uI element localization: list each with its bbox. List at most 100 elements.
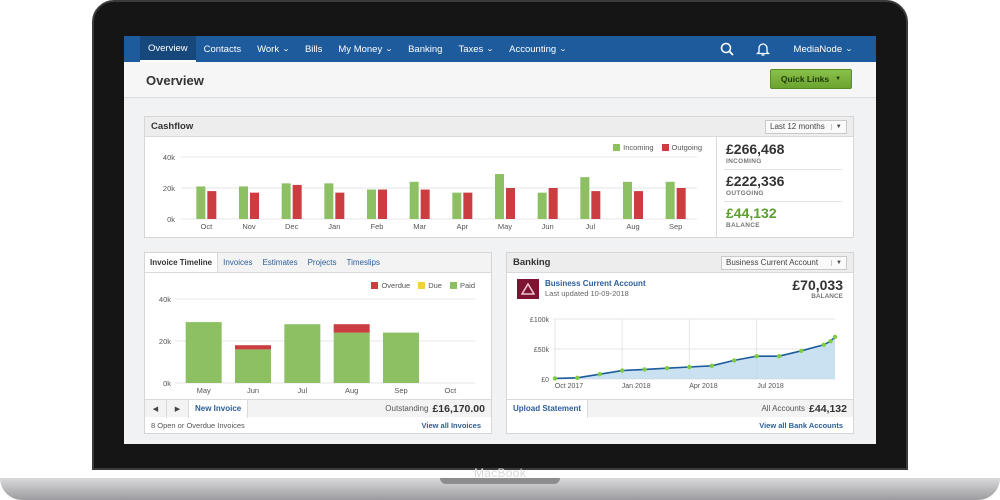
bar-incoming[interactable] <box>281 183 291 219</box>
account-menu[interactable]: MediaNode ⌄ <box>786 36 860 62</box>
bar-overdue[interactable] <box>333 324 370 333</box>
balance-point[interactable] <box>821 342 826 347</box>
nav-item-overview[interactable]: Overview <box>140 36 196 62</box>
bar-outgoing[interactable] <box>292 184 302 219</box>
balance-point[interactable] <box>709 363 714 368</box>
bar-paid[interactable] <box>284 324 321 383</box>
period-select-value: Last 12 months <box>770 122 825 131</box>
bar-incoming[interactable] <box>623 181 632 219</box>
balance-point[interactable] <box>776 354 782 359</box>
balance-point[interactable] <box>687 364 692 370</box>
nav-item-bills[interactable]: Bills <box>297 36 330 62</box>
bar-incoming[interactable] <box>495 174 504 219</box>
bar-outgoing[interactable] <box>676 188 686 219</box>
bar-incoming[interactable] <box>367 189 376 219</box>
nav-item-label: Work <box>257 43 280 55</box>
quick-links-button[interactable]: Quick Links ▼ <box>770 69 852 89</box>
nav-item-banking[interactable]: Banking <box>400 36 450 62</box>
nav-item-label: Contacts <box>203 43 242 55</box>
bar-paid[interactable] <box>333 332 370 383</box>
tab-invoice-timeline[interactable]: Invoice Timeline <box>145 253 219 272</box>
outgoing-value: £222,336 <box>726 173 785 189</box>
bar-outgoing[interactable] <box>463 192 473 219</box>
bar-overdue[interactable] <box>235 345 271 350</box>
nav-item-contacts[interactable]: Contacts <box>196 36 250 62</box>
balance-point[interactable] <box>754 354 759 359</box>
incoming-value: £266,468 <box>726 141 785 157</box>
nav-item-taxes[interactable]: Taxes ⌄ <box>450 36 501 62</box>
nav-item-work[interactable]: Work ⌄ <box>249 36 297 62</box>
bar-incoming[interactable] <box>537 192 547 219</box>
bar-outgoing[interactable] <box>506 188 515 219</box>
x-tick-label: Aug <box>626 222 639 231</box>
nav-item-accounting[interactable]: Accounting ⌄ <box>501 36 574 62</box>
bar-outgoing[interactable] <box>591 191 601 219</box>
account-select-value: Business Current Account <box>726 258 819 267</box>
bar-incoming[interactable] <box>409 181 419 219</box>
caret-down-icon: ▼ <box>831 259 842 266</box>
tab-estimates[interactable]: Estimates <box>262 258 298 267</box>
balance-point[interactable] <box>828 339 833 344</box>
bell-icon[interactable] <box>748 36 778 62</box>
bar-outgoing[interactable] <box>634 191 643 219</box>
balance-point[interactable] <box>642 367 647 372</box>
account-select[interactable]: Business Current Account ▼ <box>721 255 847 270</box>
account-label: MediaNode <box>793 43 843 55</box>
outstanding-label: Outstanding <box>385 404 429 413</box>
prev-icon[interactable]: ◀ <box>145 399 167 418</box>
x-tick-label: Sep <box>394 386 407 395</box>
chevron-down-icon: ⌄ <box>486 46 495 53</box>
bar-incoming[interactable] <box>196 186 206 219</box>
bar-incoming[interactable] <box>239 186 248 219</box>
balance-point[interactable] <box>597 372 602 377</box>
all-accounts-summary: All Accounts £44,132 <box>761 403 847 415</box>
balance-point[interactable] <box>664 366 670 371</box>
cashflow-panel: Cashflow Last 12 months ▼ Incoming Outgo… <box>144 116 854 238</box>
bar-outgoing[interactable] <box>207 191 217 219</box>
bar-incoming[interactable] <box>324 183 334 219</box>
balance-point[interactable] <box>620 368 625 373</box>
outgoing-stat: £222,336 OUTGOING <box>726 173 784 197</box>
balance-point[interactable] <box>552 376 558 381</box>
next-icon[interactable]: ▶ <box>167 399 189 418</box>
cashflow-stats: £266,468 INCOMING £222,336 OUTGOING £44,… <box>718 137 853 237</box>
bar-paid[interactable] <box>383 332 419 383</box>
bar-outgoing[interactable] <box>335 192 345 219</box>
outstanding-value: £16,170.00 <box>432 402 485 415</box>
nav-item-my-money[interactable]: My Money ⌄ <box>330 36 400 62</box>
balance-point[interactable] <box>732 358 737 363</box>
legend-paid: Paid <box>449 281 475 290</box>
incoming-swatch <box>613 144 621 151</box>
balance-value: £44,132 <box>726 205 777 221</box>
bar-outgoing[interactable] <box>548 188 558 219</box>
search-icon[interactable] <box>712 36 742 62</box>
new-invoice-button[interactable]: New Invoice <box>189 399 249 418</box>
bar-incoming[interactable] <box>452 192 462 219</box>
bar-incoming[interactable] <box>580 177 590 219</box>
bar-paid[interactable] <box>235 349 271 383</box>
chevron-down-icon: ⌄ <box>558 46 568 53</box>
balance-point[interactable] <box>832 334 838 340</box>
paid-swatch <box>449 282 457 289</box>
view-all-invoices-link[interactable]: View all Invoices <box>421 420 481 430</box>
x-tick-label: Oct 2017 <box>555 383 584 390</box>
bar-outgoing[interactable] <box>378 189 387 219</box>
bar-outgoing[interactable] <box>420 189 430 219</box>
y-tick-label: £50k <box>534 347 550 354</box>
tab-invoices[interactable]: Invoices <box>223 258 253 267</box>
view-all-bank-accounts-link[interactable]: View all Bank Accounts <box>759 420 843 430</box>
bar-incoming[interactable] <box>665 181 675 219</box>
x-tick-label: Jul <box>298 386 308 395</box>
bar-paid[interactable] <box>185 322 222 383</box>
tab-projects[interactable]: Projects <box>307 258 337 267</box>
x-tick-label: Jul 2018 <box>757 383 784 390</box>
chevron-down-icon: ⌄ <box>385 46 394 53</box>
upload-statement-button[interactable]: Upload Statement <box>507 399 589 418</box>
balance-point[interactable] <box>799 348 804 353</box>
laptop-brand: MacBook <box>473 466 527 480</box>
bar-outgoing[interactable] <box>250 192 259 219</box>
period-select[interactable]: Last 12 months ▼ <box>765 119 847 134</box>
tab-timeslips[interactable]: Timeslips <box>346 258 380 267</box>
balance-point[interactable] <box>575 375 580 380</box>
account-name-link[interactable]: Business Current Account <box>545 279 646 288</box>
